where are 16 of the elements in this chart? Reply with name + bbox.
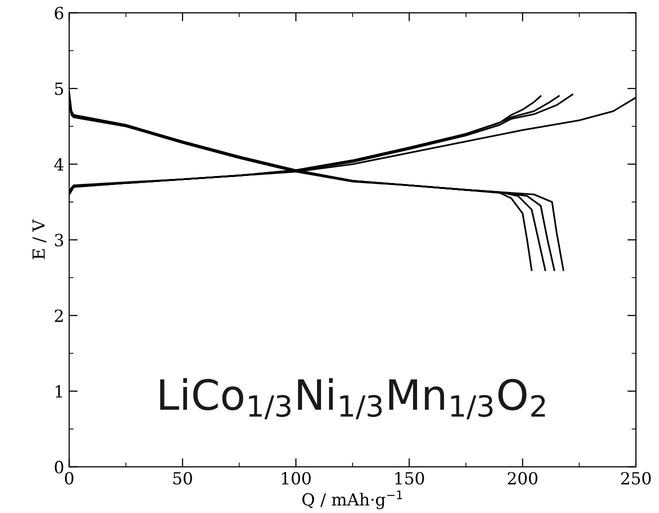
x-tick-label: 250 <box>621 472 651 485</box>
annotation: LiCo$_{1/3}$Ni$_{1/3}$Mn$_{1/3}$O$_{2}$ <box>160 378 545 420</box>
x-tick-label: 150 <box>395 472 424 485</box>
y-axis-title: E / V <box>32 219 46 260</box>
x-tick-label: 200 <box>508 472 538 485</box>
y-tick-label: 2 <box>54 309 63 322</box>
y-tick-label: 1 <box>56 385 62 398</box>
y-tick-label: 3 <box>55 234 64 246</box>
y-tick-label: 0 <box>54 460 64 474</box>
x-tick-label: 100 <box>282 472 311 485</box>
x-axis-title: Q / mAh·g$^{−1}$ <box>302 490 402 510</box>
y-tick-label: 5 <box>55 82 64 96</box>
x-tick-label: 50 <box>173 472 192 485</box>
y-tick-label: 4 <box>54 158 64 170</box>
y-tick-label: 6 <box>54 6 64 20</box>
x-tick-label: 0 <box>64 472 74 485</box>
